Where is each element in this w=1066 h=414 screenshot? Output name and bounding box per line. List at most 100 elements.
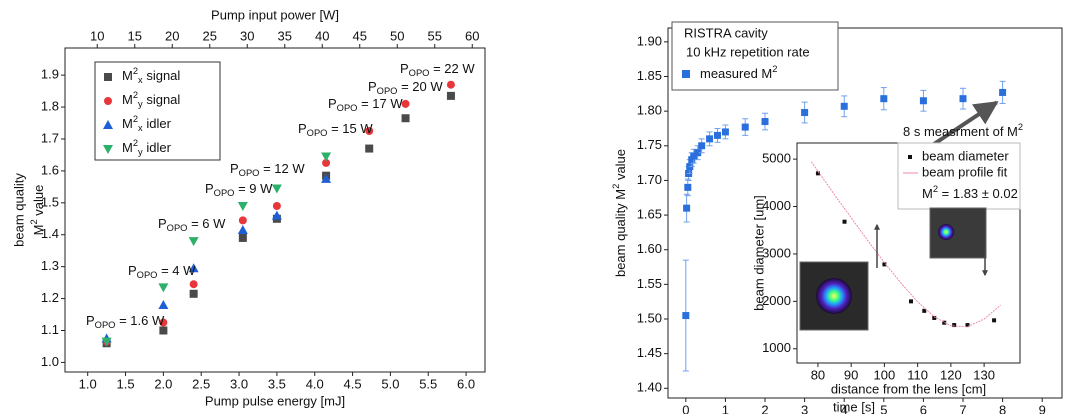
x-tick-label: 90 [844,367,858,382]
annotation: POPO = 22 W [400,61,475,78]
x-tick-label: 0 [682,402,689,414]
marker [188,237,199,247]
x-tick-label: 3 [801,402,808,414]
marker [322,158,331,167]
y-tick-label: 1.8 [41,98,59,113]
y-tick-label: 4000 [762,198,791,213]
x-tick-label: 3.5 [268,376,286,391]
y-tick-label: 1.6 [41,162,59,177]
y-tick-label: 1.4 [41,226,59,241]
marker [908,155,912,159]
marker [365,144,374,153]
fit-line [810,161,1002,328]
beam-image [929,207,987,259]
marker [237,202,248,212]
marker [271,210,282,220]
y-axis-title: M2 value [29,185,46,236]
x2-tick-label: 10 [90,28,104,43]
legend-label: M2x signal [122,66,180,85]
marker [238,216,247,225]
x-tick-label: 1 [722,402,729,414]
legend-label: beam profile fit [922,164,1008,179]
x-tick-label: 7 [959,402,966,414]
inset-title: 8 s measrment of M2 [903,122,1023,139]
legend-label: beam diameter [922,148,1009,163]
y-tick-label: 5000 [762,151,791,166]
legend-box [94,61,221,161]
pointer-arrow [923,100,999,152]
y-tick-label: 1.7 [41,130,59,145]
y-tick-label: 1.2 [41,290,59,305]
y-tick-label: 1.55 [637,276,662,291]
y-tick-label: 1.85 [637,68,662,83]
x-axis-title: distance from the lens [cm] [831,381,986,396]
annotation: POPO = 20 W [368,79,443,96]
x2-tick-label: 20 [165,28,179,43]
y-tick-label: 1.50 [637,310,662,325]
x-tick-label: 2.5 [192,376,210,391]
y-tick-label: 2000 [762,293,791,308]
y-tick-label: 1.5 [41,194,59,209]
legend-box [897,142,1021,210]
x-tick-label: 5.5 [419,376,437,391]
x-tick-label: 5 [880,402,887,414]
marker [959,95,967,103]
legend-label: M2y idler [122,138,172,157]
y-axis-title: beam quality M2 value [611,149,628,277]
marker [698,142,706,150]
marker [189,280,198,289]
marker [101,337,112,347]
x2-tick-label: 45 [353,28,367,43]
annotation: POPO = 17 W [328,96,403,113]
x-tick-label: 6.0 [457,376,475,391]
x-axis-title: time [s] [833,399,875,414]
marker [999,88,1007,96]
marker [690,152,698,160]
marker [992,318,997,323]
marker [103,145,113,154]
marker [272,202,281,211]
marker [684,183,692,191]
x-tick-label: 100 [874,367,896,382]
beam-spot [938,224,954,240]
annotation: POPO = 12 W [230,161,305,178]
marker [965,323,970,328]
x-tick-label: 130 [973,367,995,382]
annotation: POPO = 15 W [298,121,373,138]
chart-title: RISTRA cavity [684,25,768,40]
x-tick-label: 1.0 [79,376,97,391]
marker [365,126,374,135]
y-axis-title: beam quality [11,173,26,247]
y-tick-label: 1.40 [637,380,662,395]
y-tick-label: 1.1 [41,322,59,337]
marker [321,173,332,183]
marker [446,80,455,89]
x2-tick-label: 35 [278,28,292,43]
marker [932,315,937,320]
legend-label: M2y signal [122,90,180,109]
marker [694,149,702,157]
marker [713,131,721,139]
x2-tick-label: 15 [128,28,142,43]
y-tick-label: 3000 [762,245,791,260]
marker [840,102,848,110]
x-tick-label: 1.5 [117,376,135,391]
marker [741,123,749,131]
legend-label: measured M2 [700,64,777,81]
x2-tick-label: 50 [390,28,404,43]
marker [882,262,887,267]
x2-tick-label: 25 [203,28,217,43]
marker [189,289,198,298]
x2-tick-label: 60 [465,28,479,43]
plot-frame [667,27,1063,399]
marker [922,308,927,313]
annotation: POPO = 9 W [205,181,273,198]
marker [942,320,947,325]
x-tick-label: 120 [940,367,962,382]
annotation: POPO = 1.6 W [86,313,165,330]
legend-box [671,21,839,91]
fit-result: M2 = 1.83 ± 0.02 [922,184,1018,201]
marker [952,323,957,328]
plot-frame [64,47,486,373]
marker [801,109,809,117]
